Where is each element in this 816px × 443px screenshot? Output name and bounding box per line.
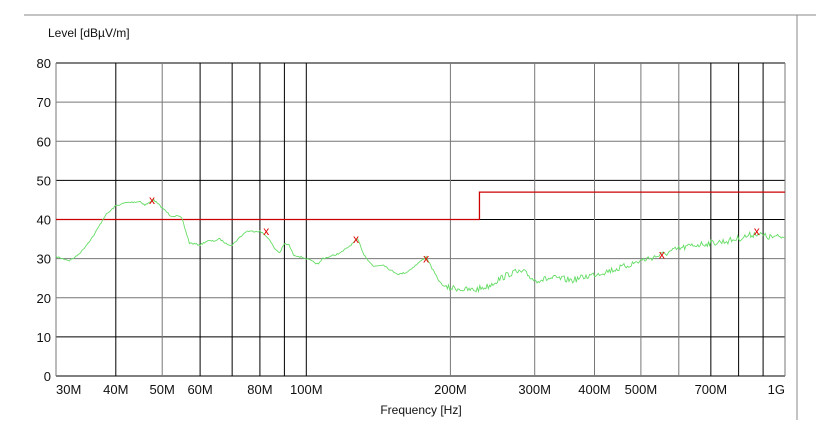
x-axis-label: Frequency [Hz] (380, 403, 461, 417)
y-tick-label: 50 (37, 173, 51, 188)
x-tick-label: 30M (56, 382, 81, 397)
x-tick-label: 200M (434, 382, 467, 397)
x-tick-label: 80M (247, 382, 272, 397)
x-tick-label: 60M (187, 382, 212, 397)
x-tick-label: 1G (768, 382, 785, 397)
x-tick-label: 40M (103, 382, 128, 397)
y-tick-label: 0 (44, 369, 51, 384)
y-tick-label: 60 (37, 134, 51, 149)
x-tick-label: 700M (695, 382, 728, 397)
x-tick-label: 500M (625, 382, 658, 397)
y-axis-label: Level [dBµV/m] (48, 26, 130, 40)
peak-marker: x (353, 232, 359, 246)
limit-polyline (56, 191, 785, 221)
x-tick-labels: 30M 40M 50M 60M 80M 100M 200M 300M 400M 500M 700M 1… (56, 382, 785, 397)
peak-markers: x x x x x x (149, 193, 760, 266)
y-tick-labels: 0 10 20 30 40 50 60 70 80 (37, 56, 51, 384)
y-tick-label: 40 (37, 213, 51, 228)
y-tick-label: 20 (37, 291, 51, 306)
y-tick-label: 10 (37, 330, 51, 345)
x-tick-label: 100M (290, 382, 323, 397)
trace-polyline (55, 198, 786, 294)
peak-marker: x (263, 224, 269, 238)
y-tick-label: 30 (37, 252, 51, 267)
measurement-trace (55, 198, 786, 294)
peak-marker: x (754, 224, 760, 238)
peak-marker: x (149, 193, 155, 207)
x-tick-label: 300M (518, 382, 551, 397)
x-tick-label: 50M (150, 382, 175, 397)
x-tick-label: 400M (578, 382, 611, 397)
peak-marker: x (659, 248, 665, 262)
y-tick-label: 80 (37, 56, 51, 71)
peak-marker: x (423, 252, 429, 266)
y-tick-label: 70 (37, 95, 51, 110)
limit-line (56, 191, 785, 221)
